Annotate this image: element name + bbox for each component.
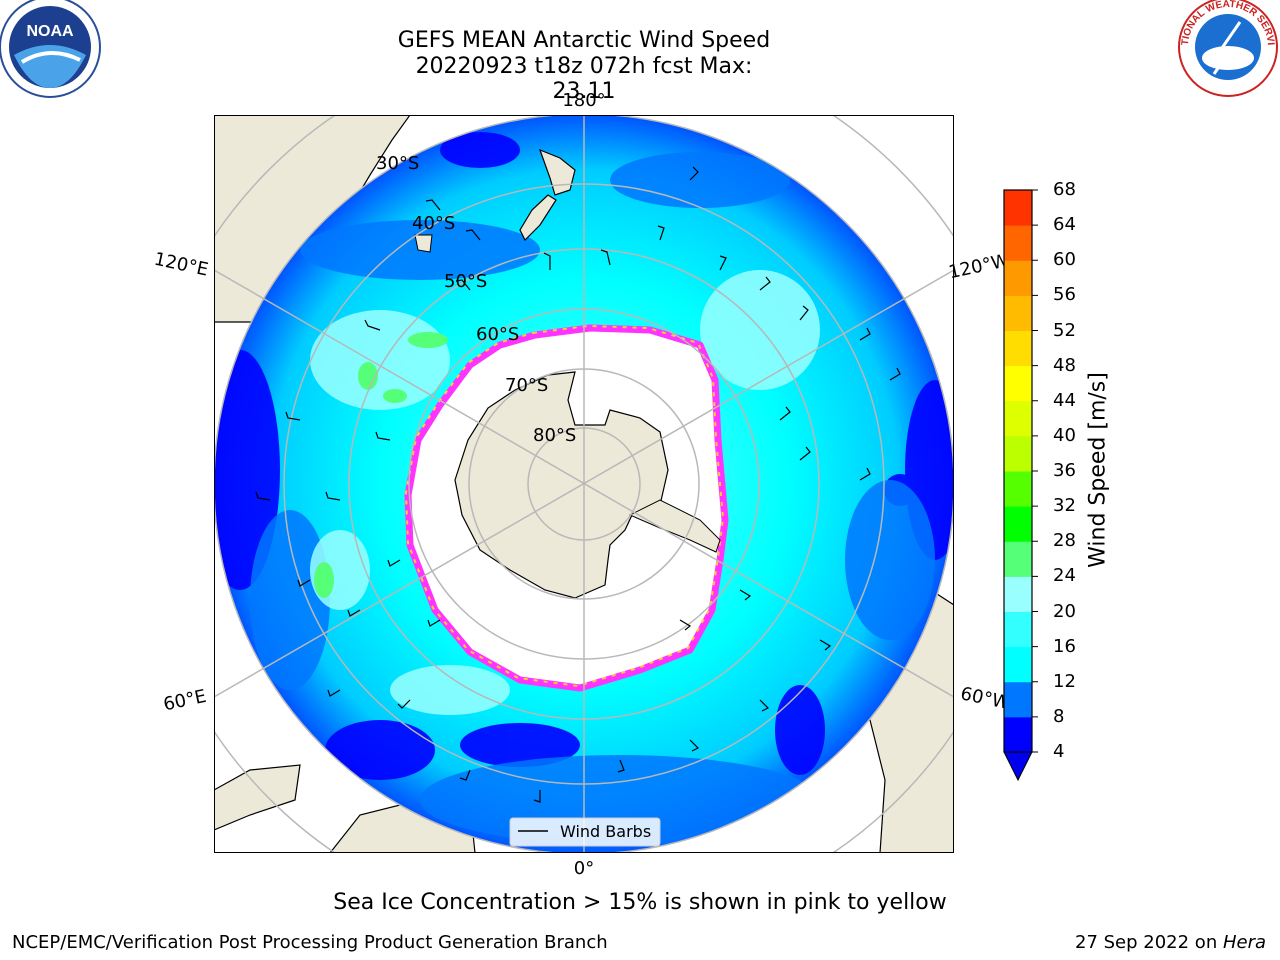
colorbar-tick-label: 16	[1053, 635, 1076, 657]
lon-label-120e: 120°E	[152, 249, 210, 281]
colorbar-tick-label: 36	[1053, 460, 1076, 481]
lat-label-50s: 50°S	[444, 271, 487, 292]
colorbar	[1003, 189, 1038, 782]
antarctica-land	[454, 371, 669, 599]
colorbar-tick-label: 56	[1053, 284, 1076, 306]
lat-label-30s: 30°S	[376, 153, 419, 174]
colorbar-tick-label: 64	[1053, 214, 1076, 236]
colorbar-segment	[1004, 190, 1032, 226]
colorbar-tick-label: 68	[1053, 179, 1076, 200]
lon-label-60e: 60°E	[162, 686, 209, 716]
colorbar-tick-label: 24	[1053, 565, 1076, 587]
colorbar-segment	[1004, 435, 1032, 472]
colorbar-tick-label: 60	[1053, 249, 1076, 271]
colorbar-tick-label: 28	[1053, 530, 1076, 552]
lat-label-60s: 60°S	[476, 324, 519, 345]
footer-date: 27 Sep 2022 on Hera	[1075, 932, 1266, 953]
footer-credit: NCEP/EMC/Verification Post Processing Pr…	[12, 932, 608, 953]
colorbar-segment	[1004, 295, 1032, 331]
graticule	[214, 115, 954, 853]
colorbar-tick-label: 12	[1053, 670, 1076, 692]
colorbar-tick-label: 52	[1053, 319, 1076, 341]
new-zealand-land	[519, 148, 576, 242]
colorbar-segment	[1004, 611, 1032, 648]
colorbar-tick-label: 32	[1053, 495, 1076, 517]
colorbar-segment	[1004, 365, 1032, 402]
colorbar-segment	[1004, 646, 1032, 683]
colorbar-segment	[1004, 260, 1032, 296]
colorbar-segment	[1004, 471, 1032, 507]
map-frame	[214, 115, 954, 853]
sea-ice-caption: Sea Ice Concentration > 15% is shown in …	[333, 890, 947, 915]
lat-label-40s: 40°S	[412, 213, 455, 234]
colorbar-segment	[1004, 400, 1032, 437]
colorbar-segment	[1004, 330, 1032, 367]
colorbar-tick-label: 40	[1053, 424, 1076, 446]
lon-label-120w: 120°W	[947, 250, 1011, 283]
noaa-logo: NOAA	[0, 0, 101, 98]
wind-barbs	[255, 166, 901, 803]
colorbar-tick-label: 8	[1053, 705, 1065, 727]
lat-label-70s: 70°S	[505, 375, 548, 396]
colorbar-segment	[1004, 506, 1032, 542]
footer-host: Hera	[1222, 932, 1266, 953]
legend-label: Wind Barbs	[560, 822, 651, 841]
colorbar-segment	[1004, 681, 1032, 718]
figure-subtitle: 20220923 t18z 072h fcst Max: 23.11	[415, 54, 753, 104]
figure-title: GEFS MEAN Antarctic Wind Speed	[397, 28, 771, 53]
colorbar-extend-arrow	[1003, 751, 1033, 782]
noaa-logo-text: NOAA	[26, 23, 74, 40]
colorbar-segment	[1004, 225, 1032, 261]
map-legend: Wind Barbs	[509, 817, 661, 847]
tasmania-land	[414, 234, 433, 253]
lat-label-80s: 80°S	[533, 425, 576, 446]
latitude-labels: 30°S 40°S 50°S 60°S 70°S 80°S	[376, 153, 576, 446]
colorbar-segment	[1004, 716, 1032, 753]
lon-label-0: 0°	[574, 858, 594, 879]
colorbar-segment	[1004, 541, 1032, 577]
lon-label-180: 180°	[562, 90, 605, 111]
colorbar-tick-label: 4	[1053, 741, 1065, 762]
madagascar-land	[214, 764, 301, 831]
colorbar-tick-label: 48	[1053, 354, 1076, 376]
colorbar-tick-label: 20	[1053, 600, 1076, 622]
footer-date-text: 27 Sep 2022 on	[1075, 932, 1223, 953]
colorbar-segment	[1004, 576, 1032, 612]
colorbar-tick-label: 44	[1053, 389, 1076, 411]
colorbar-label: Wind Speed [m/s]	[1085, 372, 1111, 568]
